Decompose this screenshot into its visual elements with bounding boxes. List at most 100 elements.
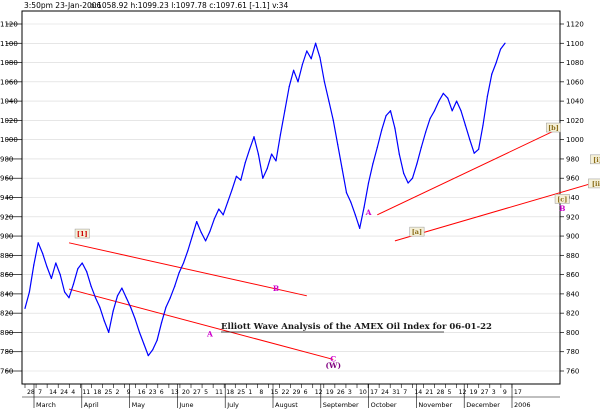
price-point bbox=[477, 148, 480, 150]
price-point bbox=[407, 182, 409, 184]
x-day-label: 6 bbox=[160, 389, 164, 396]
y-tick-label-left: 960 bbox=[0, 175, 13, 183]
price-point bbox=[293, 69, 295, 71]
x-day-label: 18 bbox=[93, 389, 101, 396]
price-point bbox=[108, 331, 110, 334]
x-month-label: November bbox=[418, 401, 452, 409]
y-tick-label-left: 760 bbox=[0, 368, 13, 376]
y-tick-label-right: 980 bbox=[566, 155, 579, 163]
price-point bbox=[42, 252, 44, 255]
x-day-label: 13 bbox=[171, 389, 179, 396]
price-point bbox=[491, 73, 493, 75]
y-tick-label-left: 940 bbox=[0, 194, 13, 202]
x-day-label: 17 bbox=[370, 389, 378, 396]
price-point bbox=[297, 81, 299, 83]
y-tick-label-left: 1120 bbox=[0, 21, 18, 29]
x-day-label: 4 bbox=[71, 389, 75, 396]
price-point bbox=[319, 57, 321, 59]
price-point bbox=[55, 262, 57, 264]
price-point bbox=[337, 143, 339, 146]
y-tick-label-left: 820 bbox=[0, 310, 13, 318]
wave-label: [c] bbox=[557, 195, 567, 203]
y-tick-label-left: 900 bbox=[0, 233, 13, 241]
price-points bbox=[24, 42, 506, 357]
y-tick-label-right: 780 bbox=[566, 348, 579, 356]
x-month-label: October bbox=[371, 401, 397, 409]
header-timestamp: 3:50pm 23-Jan-2006 bbox=[24, 1, 102, 10]
price-point bbox=[72, 283, 75, 285]
wave-labels: [1]BAC(W)A[a][b][i][ii][c]B[iii][iv](X)C… bbox=[74, 122, 600, 370]
y-tick-label-left: 1020 bbox=[0, 117, 18, 125]
price-point bbox=[240, 179, 242, 181]
channel-line bbox=[68, 288, 334, 360]
channel-line bbox=[394, 180, 600, 242]
price-point bbox=[301, 63, 304, 66]
price-point bbox=[94, 297, 97, 299]
price-point bbox=[350, 201, 352, 203]
price-point bbox=[345, 192, 348, 194]
wave-label: [ii] bbox=[592, 180, 600, 188]
price-point bbox=[429, 117, 431, 120]
x-day-label: 2 bbox=[116, 389, 120, 396]
y-tick-label-left: 880 bbox=[0, 252, 13, 260]
x-month-label: May bbox=[132, 401, 146, 409]
y-tick-label-right: 800 bbox=[566, 329, 579, 337]
price-point bbox=[99, 306, 101, 308]
y-tick-label-left: 1080 bbox=[0, 59, 18, 67]
price-point bbox=[218, 208, 220, 210]
y-tick-label-left: 860 bbox=[0, 271, 13, 279]
x-day-label: 25 bbox=[104, 389, 112, 396]
x-day-label: 3 bbox=[492, 389, 496, 396]
channel-lines bbox=[68, 128, 600, 360]
price-point bbox=[81, 262, 83, 264]
price-point bbox=[160, 322, 163, 324]
wave-label: [a] bbox=[412, 228, 422, 236]
price-point bbox=[455, 100, 458, 102]
x-day-label: 23 bbox=[149, 389, 157, 396]
price-point bbox=[46, 266, 48, 268]
price-point bbox=[112, 310, 114, 312]
x-month-label: March bbox=[36, 401, 56, 409]
price-point bbox=[266, 167, 268, 170]
price-point bbox=[138, 331, 141, 334]
price-point bbox=[103, 320, 105, 322]
y-tick-label-right: 1040 bbox=[566, 98, 584, 106]
price-point bbox=[433, 110, 436, 112]
x-day-label: 24 bbox=[60, 389, 68, 396]
y-tick-label-right: 940 bbox=[566, 194, 579, 202]
price-point bbox=[288, 86, 290, 88]
y-tick-label-right: 960 bbox=[566, 175, 579, 183]
x-day-label: 14 bbox=[414, 389, 422, 396]
header-ohlc: o:1058.92 h:1099.23 l:1097.78 c:1097.61 … bbox=[90, 1, 288, 10]
price-point bbox=[315, 42, 317, 44]
price-point bbox=[310, 58, 312, 60]
price-point bbox=[372, 163, 374, 165]
price-point bbox=[143, 343, 145, 345]
price-point bbox=[50, 277, 53, 280]
y-tick-label-right: 1120 bbox=[566, 21, 584, 29]
price-point bbox=[235, 175, 237, 177]
price-point bbox=[464, 124, 466, 126]
y-tick-label-left: 1040 bbox=[0, 98, 18, 106]
y-tick-label-right: 1020 bbox=[566, 117, 584, 125]
price-point bbox=[367, 182, 370, 184]
channel-line bbox=[68, 242, 307, 297]
x-day-label: 19 bbox=[326, 389, 334, 396]
x-day-label: 21 bbox=[425, 389, 433, 396]
x-day-label: 19 bbox=[470, 389, 478, 396]
price-point bbox=[473, 152, 475, 154]
price-point bbox=[398, 153, 400, 155]
wave-label: [b] bbox=[548, 124, 559, 132]
x-day-label: 6 bbox=[304, 389, 308, 396]
price-point bbox=[174, 285, 176, 287]
x-day-label: 5 bbox=[448, 389, 452, 396]
x-day-label: 7 bbox=[38, 389, 42, 396]
price-point bbox=[460, 110, 462, 112]
y-tick-label-right: 820 bbox=[566, 310, 579, 318]
x-day-label: 12 bbox=[315, 389, 323, 396]
price-point bbox=[504, 42, 506, 44]
price-point bbox=[328, 100, 330, 102]
x-month-label: July bbox=[226, 401, 239, 409]
price-point bbox=[451, 110, 453, 112]
